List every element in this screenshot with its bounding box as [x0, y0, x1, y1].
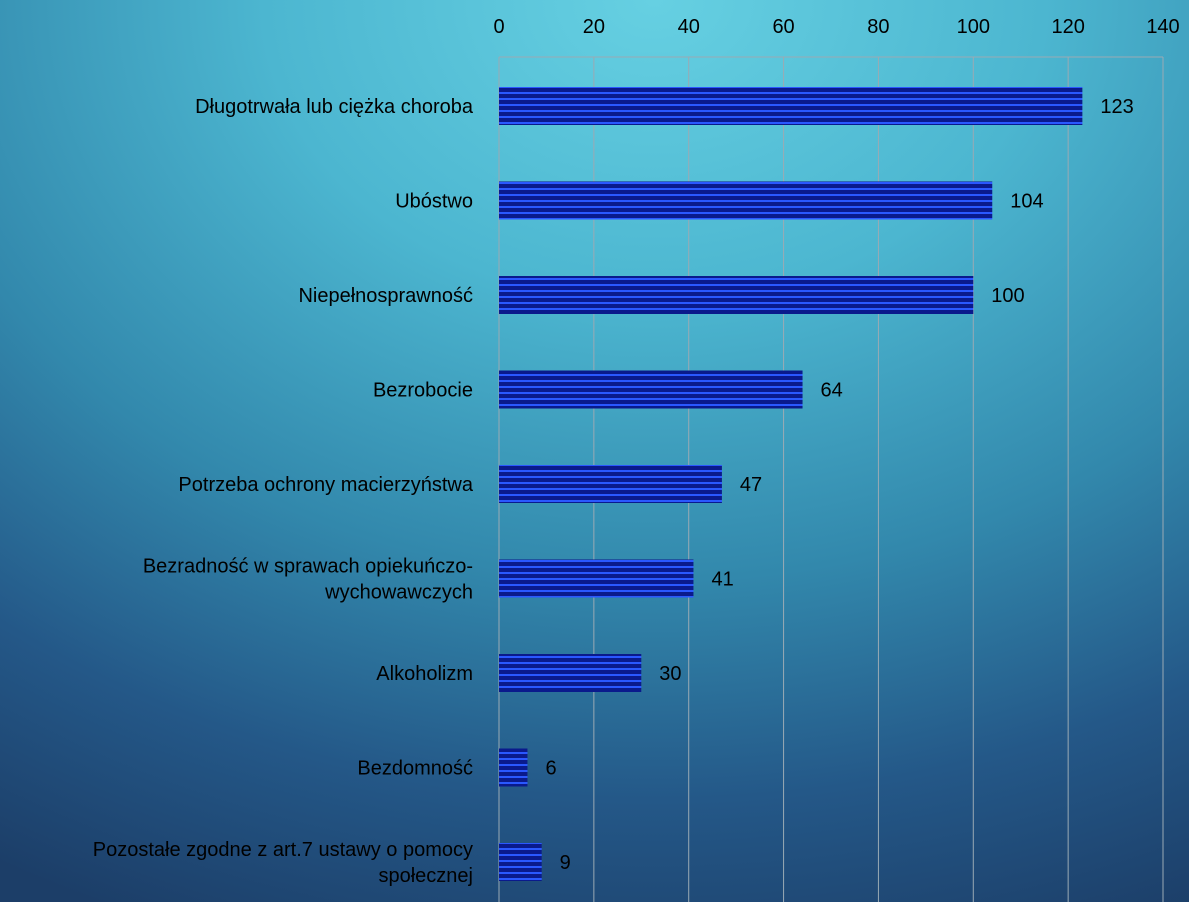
data-label: 47 [740, 474, 762, 496]
category-label: Alkoholizm [376, 663, 473, 685]
x-axis-tick-labels: 0 20 40 60 80 100 120 140 [493, 16, 1179, 38]
bar [499, 748, 528, 787]
x-tick-label: 80 [867, 16, 889, 38]
category-label: Długotrwała lub ciężka choroba [195, 96, 474, 118]
category-label: Potrzeba ochrony macierzyństwa [178, 474, 473, 496]
data-label: 100 [991, 285, 1024, 307]
bar [499, 87, 1083, 125]
x-tick-label: 40 [678, 16, 700, 38]
category-label: Pozostałe zgodne z art.7 ustawy o pomocy… [93, 839, 473, 887]
x-tick-label: 0 [493, 16, 504, 38]
x-tick-label: 120 [1051, 16, 1084, 38]
data-label: 123 [1100, 96, 1133, 118]
x-tick-label: 100 [957, 16, 990, 38]
category-label: Bezrobocie [373, 380, 473, 402]
category-label: Bezradność w sprawach opiekuńczo-wychowa… [143, 556, 473, 604]
data-label: 41 [711, 569, 733, 591]
bars [499, 87, 1083, 881]
data-label: 6 [545, 758, 556, 780]
data-label: 9 [560, 852, 571, 874]
bar [499, 181, 993, 220]
category-label: Bezdomność [357, 758, 473, 780]
x-tick-label: 20 [583, 16, 605, 38]
x-tick-label: 60 [772, 16, 794, 38]
category-labels: Długotrwała lub ciężka choroba Ubóstwo Nie… [93, 96, 474, 887]
category-label: Niepełnosprawność [298, 285, 473, 307]
bar [499, 654, 642, 692]
data-label: 64 [821, 380, 843, 402]
data-label: 104 [1010, 191, 1043, 213]
bar [499, 559, 694, 598]
bar [499, 843, 542, 881]
data-labels: 123 104 100 64 47 41 30 6 9 [545, 96, 1133, 874]
data-label: 30 [659, 663, 681, 685]
bar [499, 465, 722, 503]
bar [499, 370, 803, 409]
bar [499, 276, 974, 314]
x-tick-label: 140 [1146, 16, 1179, 38]
category-label: Ubóstwo [395, 191, 473, 213]
